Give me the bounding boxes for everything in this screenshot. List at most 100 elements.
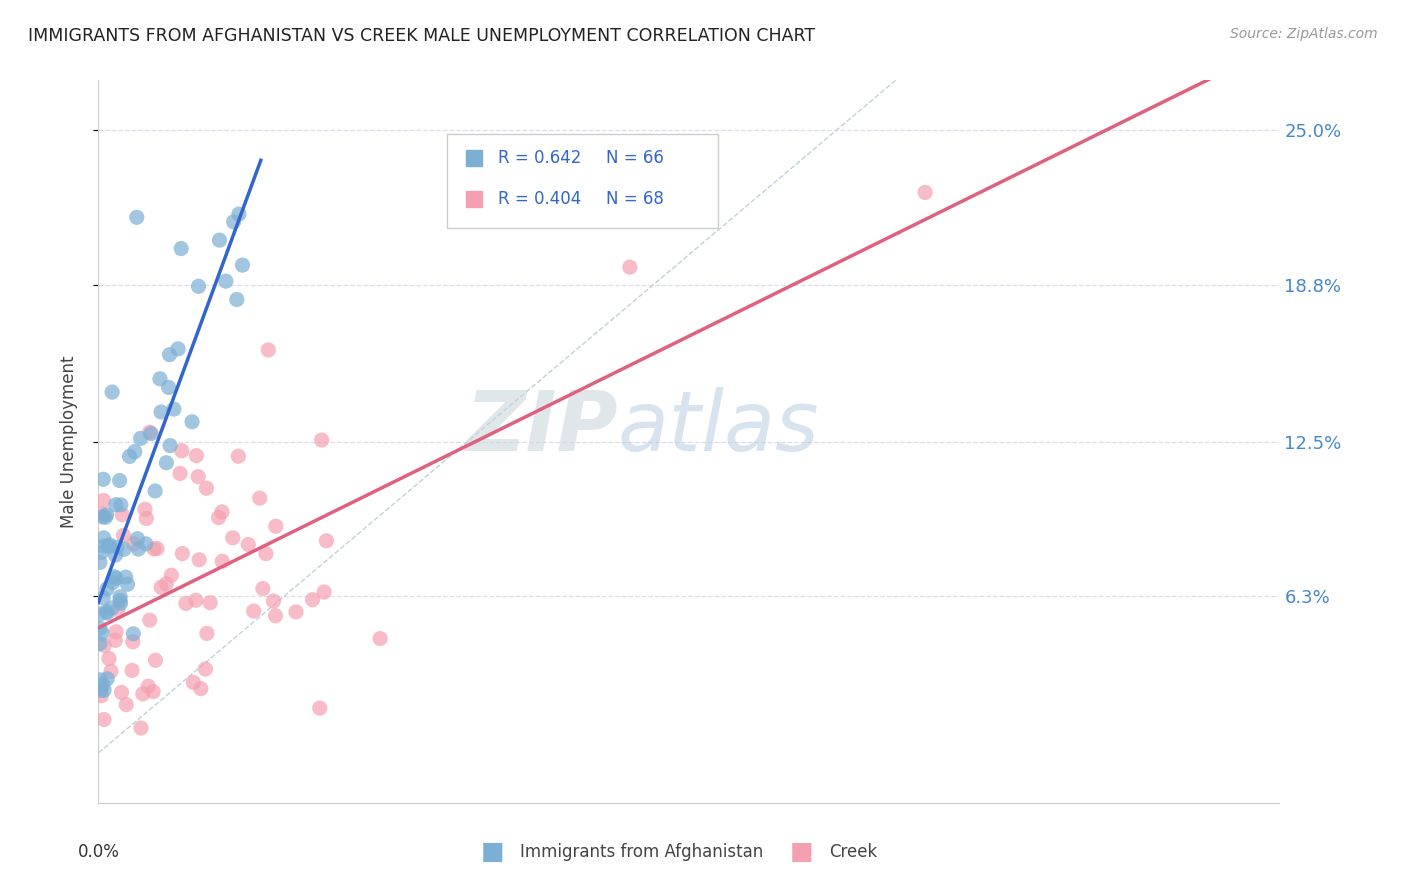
Point xyxy=(150,580,173,594)
Point xyxy=(195,626,218,640)
Point xyxy=(105,624,128,639)
Point xyxy=(169,467,191,481)
Point xyxy=(112,542,135,557)
Point xyxy=(207,510,229,524)
Point xyxy=(155,456,177,470)
Point xyxy=(159,348,181,362)
Point xyxy=(225,293,247,307)
Point xyxy=(89,555,111,569)
Point xyxy=(222,215,245,229)
Text: R = 0.642: R = 0.642 xyxy=(498,149,581,168)
Point xyxy=(228,207,250,221)
Point xyxy=(105,540,128,554)
Point xyxy=(187,279,209,293)
Point xyxy=(90,689,112,703)
Text: 0.0%: 0.0% xyxy=(77,843,120,861)
Point xyxy=(124,444,146,458)
Point xyxy=(104,571,127,585)
Point xyxy=(242,604,264,618)
Text: ■: ■ xyxy=(790,840,813,863)
Point xyxy=(285,605,308,619)
Point xyxy=(138,425,160,440)
Point xyxy=(184,593,207,607)
Text: ■: ■ xyxy=(481,840,503,863)
Point xyxy=(301,592,323,607)
Text: IMMIGRANTS FROM AFGHANISTAN VS CREEK MALE UNEMPLOYMENT CORRELATION CHART: IMMIGRANTS FROM AFGHANISTAN VS CREEK MAL… xyxy=(28,27,815,45)
Point xyxy=(194,662,217,676)
Point xyxy=(314,585,336,599)
Point xyxy=(198,596,221,610)
Point xyxy=(190,681,212,696)
Point xyxy=(89,621,111,635)
Point xyxy=(619,260,641,274)
Point xyxy=(127,542,149,557)
Point xyxy=(146,541,169,556)
Point xyxy=(127,532,149,546)
Point xyxy=(108,474,131,488)
Text: Immigrants from Afghanistan: Immigrants from Afghanistan xyxy=(520,843,763,861)
Point xyxy=(108,593,131,607)
Point xyxy=(167,342,190,356)
Y-axis label: Male Unemployment: Male Unemployment xyxy=(59,355,77,528)
Point xyxy=(208,233,231,247)
Point xyxy=(129,721,152,735)
Point xyxy=(104,498,127,512)
Point xyxy=(174,596,197,610)
Text: Creek: Creek xyxy=(830,843,877,861)
Point xyxy=(117,577,139,591)
Point xyxy=(91,591,114,605)
Point xyxy=(110,596,132,610)
Point xyxy=(118,450,141,464)
Point xyxy=(195,481,218,495)
Point xyxy=(231,258,253,272)
Text: N = 68: N = 68 xyxy=(606,191,664,209)
Point xyxy=(90,683,112,698)
Point xyxy=(94,510,117,524)
Point xyxy=(93,713,115,727)
Point xyxy=(98,651,121,665)
Point xyxy=(129,431,152,445)
Point xyxy=(264,519,287,533)
Point xyxy=(96,606,118,620)
Point xyxy=(98,540,121,554)
Point xyxy=(91,472,114,486)
Point xyxy=(135,511,157,525)
Point xyxy=(132,687,155,701)
Point xyxy=(122,627,145,641)
Point xyxy=(90,507,112,521)
Point xyxy=(107,603,129,617)
Point xyxy=(93,493,115,508)
Point xyxy=(252,582,274,596)
Point xyxy=(89,673,111,687)
Point xyxy=(110,685,132,699)
Point xyxy=(187,469,209,483)
Point xyxy=(115,698,138,712)
Point xyxy=(257,343,280,357)
Point xyxy=(91,509,114,524)
Point xyxy=(914,186,936,200)
Point xyxy=(170,443,193,458)
Point xyxy=(93,639,115,653)
Point xyxy=(89,607,111,621)
Point xyxy=(91,539,114,553)
Point xyxy=(264,608,287,623)
Point xyxy=(315,533,337,548)
Point xyxy=(101,601,124,615)
Point xyxy=(143,483,166,498)
Point xyxy=(211,554,233,568)
Point xyxy=(96,582,118,596)
Point xyxy=(215,274,238,288)
Point xyxy=(308,701,330,715)
Point xyxy=(135,537,157,551)
Point xyxy=(238,537,260,551)
Point xyxy=(188,553,211,567)
Point xyxy=(110,498,132,512)
Point xyxy=(91,677,114,691)
Point xyxy=(368,632,391,646)
Point xyxy=(150,405,173,419)
Point xyxy=(172,547,194,561)
Point xyxy=(89,637,111,651)
Point xyxy=(101,385,124,400)
Point xyxy=(134,502,156,516)
Point xyxy=(142,684,165,698)
